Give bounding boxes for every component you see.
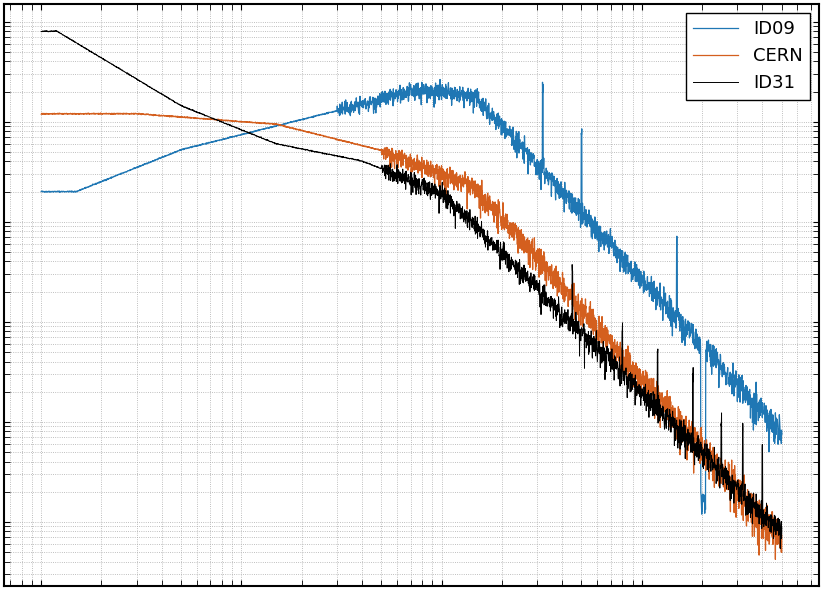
ID09 xyxy=(121,168,131,175)
CERN xyxy=(352,141,362,148)
ID31 xyxy=(165,96,174,103)
CERN xyxy=(777,549,787,556)
CERN xyxy=(36,111,46,118)
ID31 xyxy=(683,431,693,438)
CERN xyxy=(320,133,330,140)
Line: CERN: CERN xyxy=(41,113,782,559)
ID09 xyxy=(352,101,362,109)
Line: ID31: ID31 xyxy=(41,31,782,549)
CERN xyxy=(165,113,174,120)
ID31 xyxy=(352,156,362,163)
ID31 xyxy=(121,69,131,76)
CERN xyxy=(121,110,131,117)
ID31 xyxy=(777,523,787,530)
ID09 xyxy=(320,110,330,117)
CERN xyxy=(683,424,693,431)
CERN xyxy=(763,513,773,520)
CERN xyxy=(770,556,780,563)
Line: ID09: ID09 xyxy=(41,80,782,514)
ID09 xyxy=(683,323,693,330)
ID09 xyxy=(165,151,174,158)
ID31 xyxy=(763,503,773,510)
ID31 xyxy=(36,28,46,35)
ID31 xyxy=(320,150,330,157)
ID09 xyxy=(435,76,445,83)
ID09 xyxy=(763,409,773,417)
ID09 xyxy=(36,188,46,195)
ID31 xyxy=(775,545,785,552)
CERN xyxy=(95,109,105,116)
Legend: ID09, CERN, ID31: ID09, CERN, ID31 xyxy=(686,13,810,100)
ID09 xyxy=(777,431,787,438)
ID09 xyxy=(697,510,707,517)
ID31 xyxy=(50,27,60,34)
